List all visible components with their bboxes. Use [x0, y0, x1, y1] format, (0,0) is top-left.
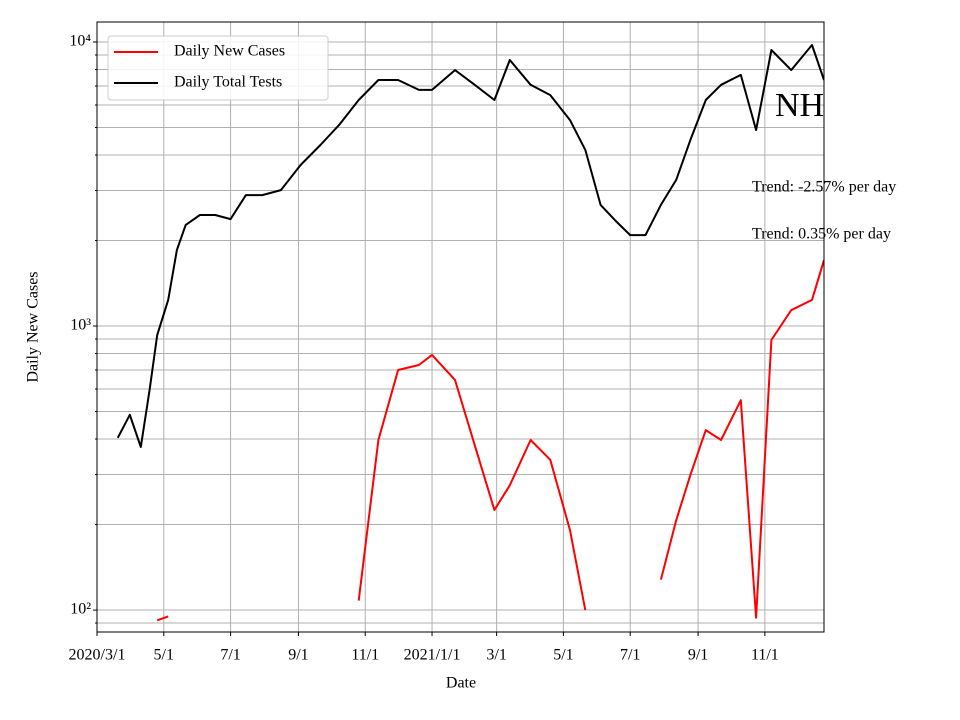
series-line: [156, 259, 824, 622]
y-tick-label: 10²: [70, 601, 91, 618]
x-tick-label: 11/1: [751, 647, 779, 664]
x-tick-label: 5/1: [553, 647, 573, 664]
x-tick-label: 7/1: [620, 647, 640, 664]
x-axis-label: Date: [446, 675, 476, 692]
annotation: Trend: 0.35% per day: [752, 226, 891, 243]
annotation: NH: [775, 87, 824, 124]
plot-frame: [96, 21, 825, 633]
series-line: [116, 44, 824, 448]
x-tick-label: 11/1: [351, 647, 379, 664]
plot-area: [116, 44, 824, 622]
x-tick-label: 3/1: [486, 647, 506, 664]
x-tick-label: 9/1: [688, 647, 708, 664]
x-tick-label: 2021/1/1: [404, 647, 461, 664]
legend-label: Daily Total Tests: [174, 74, 282, 91]
annotation: Trend: -2.57% per day: [752, 179, 896, 196]
x-tick-label: 5/1: [154, 647, 174, 664]
y-tick-label: 10³: [70, 317, 91, 334]
x-tick-label: 9/1: [288, 647, 308, 664]
y-tick-label: 10⁴: [69, 33, 91, 50]
legend-label: Daily New Cases: [174, 43, 285, 60]
legend-box: [107, 35, 329, 101]
x-tick-label: 2020/3/1: [69, 647, 126, 664]
x-tick-label: 7/1: [220, 647, 240, 664]
y-axis-label: Daily New Cases: [25, 271, 42, 382]
